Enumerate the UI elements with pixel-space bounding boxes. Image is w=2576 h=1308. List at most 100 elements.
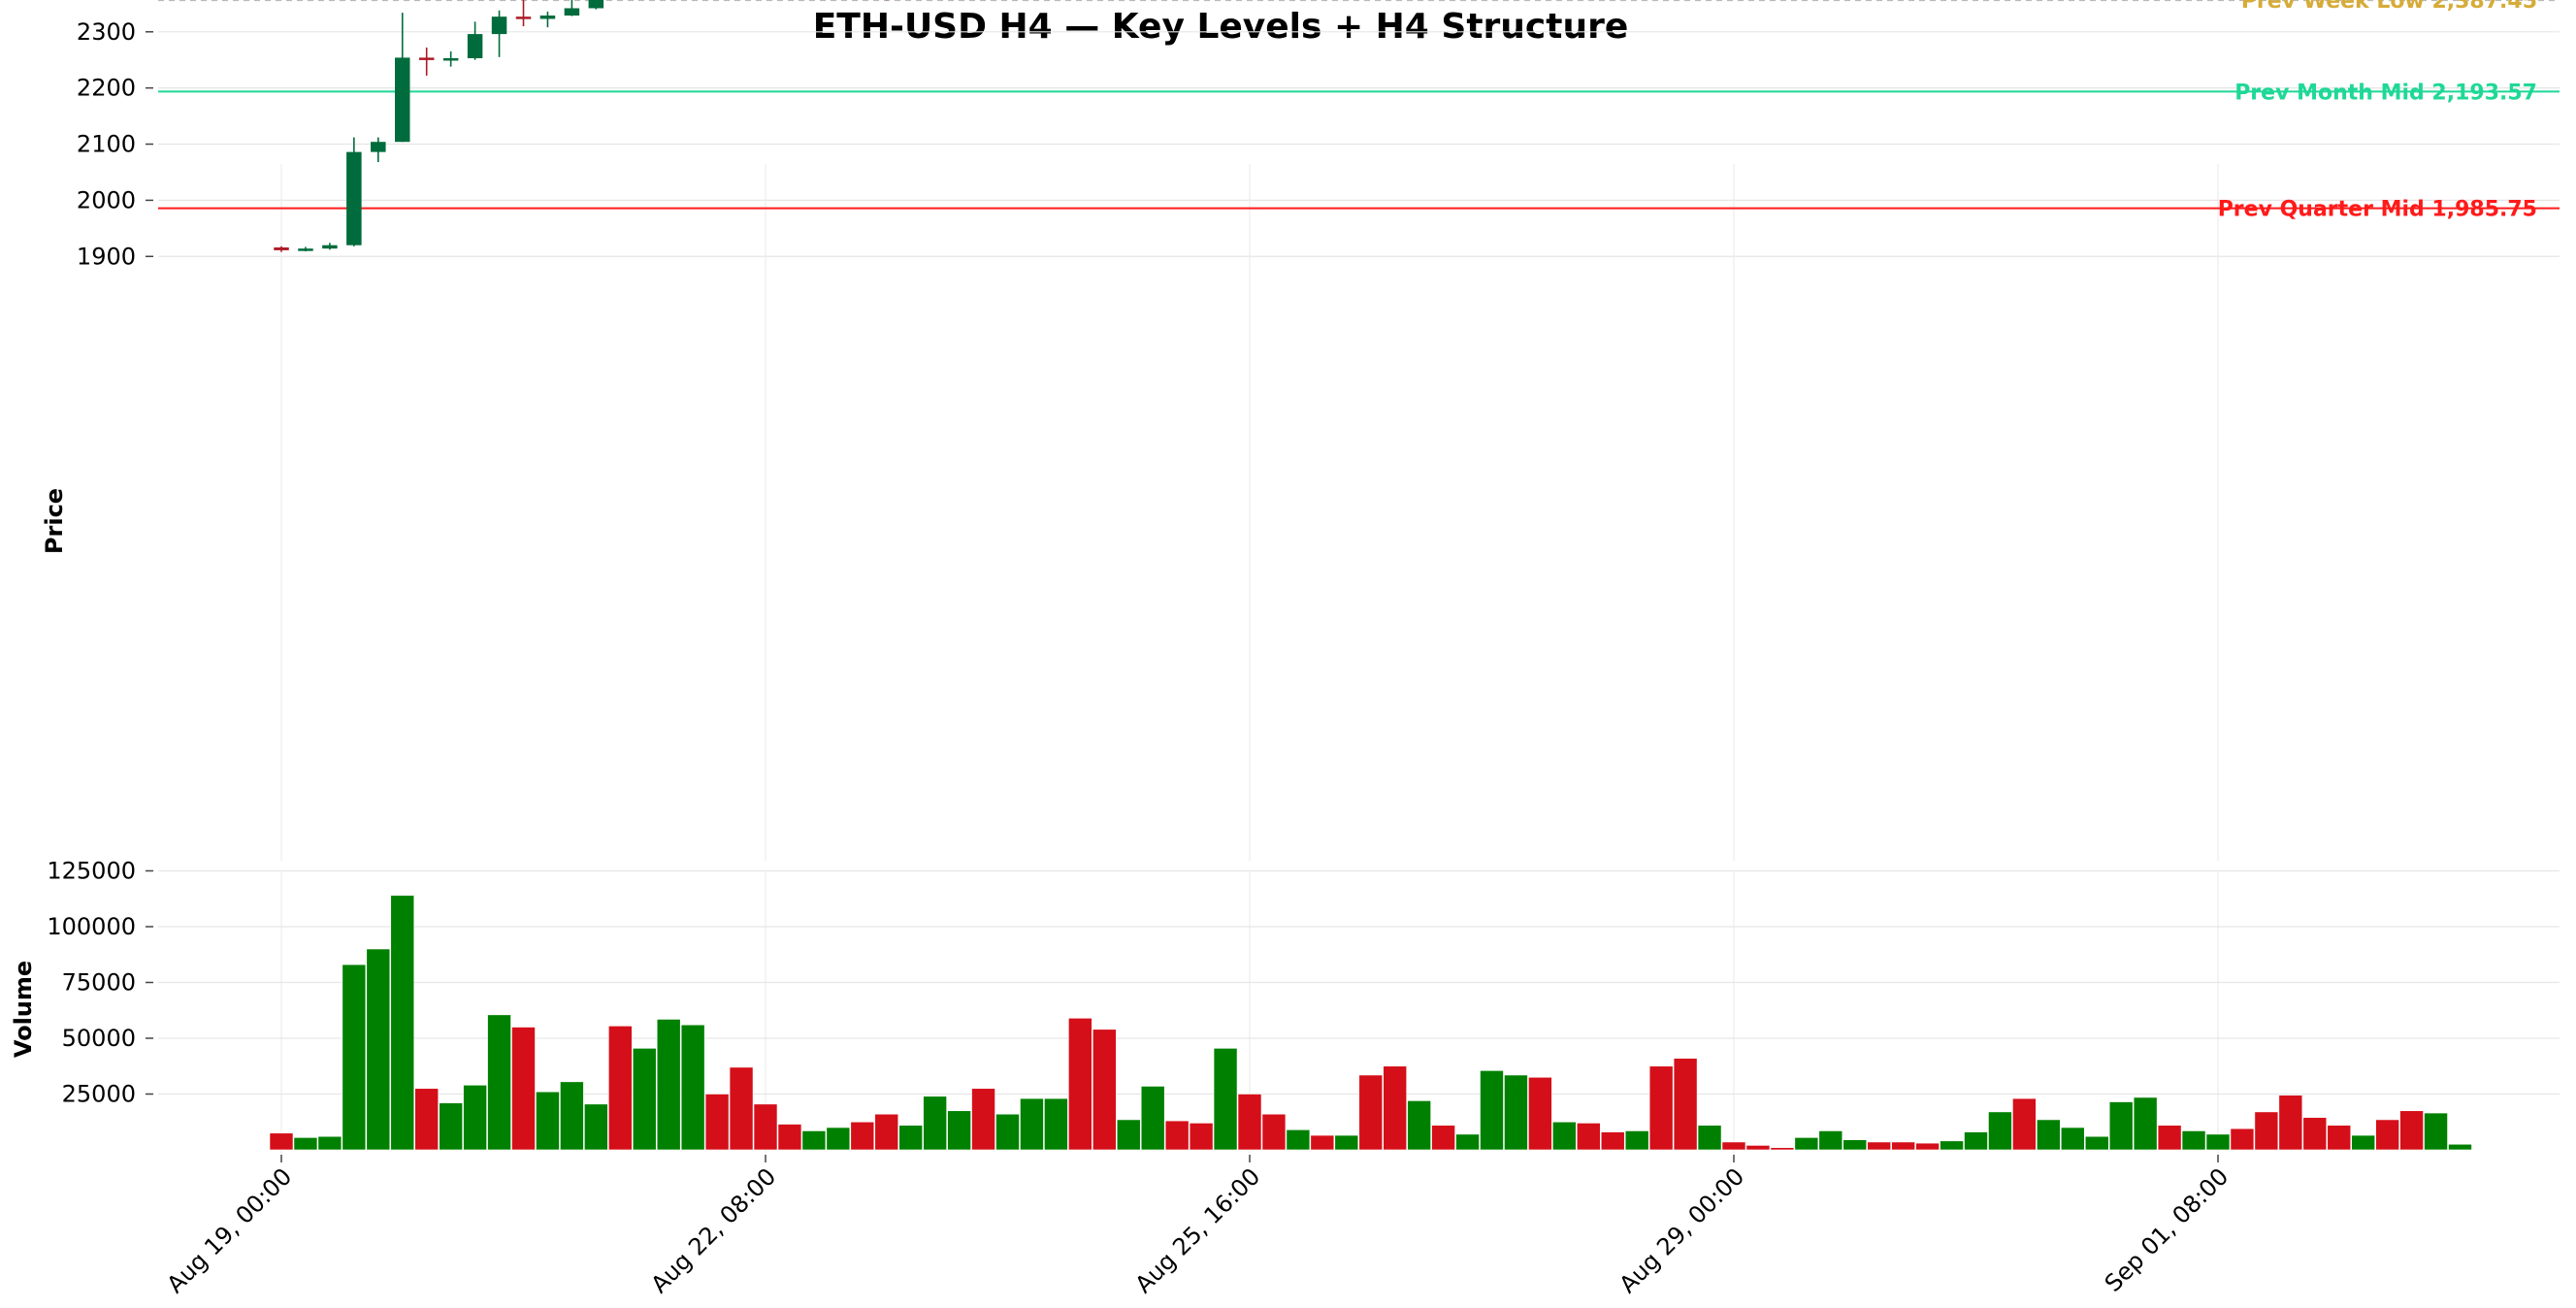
volume-bar [1770, 1147, 1795, 1151]
volume-bar [1673, 1058, 1698, 1151]
volume-y-axis: 25000 50000 75000 100000 125000 [47, 858, 153, 1108]
price-panel: 19002000210022002300240025002600 H4 BRKH… [41, 0, 2560, 861]
volume-bar [1189, 1123, 1214, 1151]
candles-layer [274, 0, 888, 252]
volume-bar [1480, 1070, 1504, 1151]
volume-bar [1358, 1074, 1384, 1151]
volume-bar [632, 1048, 657, 1151]
volume-bar [850, 1121, 875, 1151]
x-tick-label: Aug 29, 00:00 [1614, 1162, 1750, 1298]
volume-bar [1261, 1113, 1287, 1151]
volume-bar [2375, 1119, 2399, 1151]
volume-bar [390, 895, 415, 1151]
volume-bar [777, 1124, 802, 1151]
volume-bar [414, 1088, 440, 1151]
volume-bar [1528, 1076, 1552, 1151]
candle-body [395, 57, 410, 143]
volume-bar [2278, 1095, 2303, 1151]
volume-bar [2061, 1127, 2085, 1151]
price-tick-label: 2100 [77, 131, 136, 158]
volume-bar [366, 948, 391, 1151]
volume-bar [1310, 1134, 1335, 1151]
volume-bar [342, 964, 367, 1151]
volume-tick-label: 100000 [47, 913, 136, 940]
volume-bar [1383, 1065, 1407, 1151]
volume-bar [1020, 1097, 1044, 1151]
volume-panel: 25000 50000 75000 100000 125000 Volume [10, 858, 2560, 1154]
volume-bar [607, 1026, 633, 1151]
volume-bar [1552, 1121, 1577, 1151]
chart-title: ETH-USD H4 — Key Levels + H4 Structure [813, 7, 1629, 47]
volume-bar [2157, 1125, 2182, 1151]
price-tick-label: 2300 [77, 18, 136, 46]
volume-bar [1237, 1094, 1262, 1151]
volume-bar [439, 1102, 463, 1151]
volume-bar [1068, 1018, 1092, 1151]
volume-tick-label: 125000 [47, 858, 136, 885]
volume-bar [511, 1027, 536, 1151]
price-tick-label: 2000 [77, 186, 136, 213]
volume-bar [2327, 1125, 2352, 1151]
price-tick-label: 1900 [77, 243, 136, 270]
volume-tick-label: 25000 [62, 1081, 136, 1108]
volume-bar [947, 1110, 971, 1151]
volume-bar [1577, 1123, 1601, 1151]
candle-body [442, 57, 459, 61]
volume-bar [1891, 1141, 1915, 1151]
x-axis: Aug 19, 00:00 Aug 22, 08:00 Aug 25, 16:00 A… [162, 1155, 2234, 1298]
volume-bar [898, 1125, 924, 1151]
volume-bar [1988, 1111, 2012, 1151]
price-grid [158, 31, 2560, 861]
volume-bar [1842, 1139, 1868, 1151]
volume-bar [2399, 1110, 2424, 1151]
volume-bar [1140, 1086, 1165, 1151]
volume-bar [1794, 1137, 1819, 1151]
price-y-axis: 19002000210022002300240025002600 [77, 18, 153, 270]
volume-bar [995, 1113, 1020, 1151]
key-levels-layer [158, 0, 2560, 210]
volume-bar [826, 1127, 851, 1151]
x-tick-label: Aug 19, 00:00 [162, 1162, 298, 1298]
volume-bar [1116, 1119, 1141, 1151]
volume-bar [971, 1088, 995, 1151]
volume-bar [1818, 1130, 1843, 1151]
volume-bars-layer [269, 895, 2472, 1151]
volume-bar [1721, 1141, 1746, 1151]
volume-bar [2108, 1101, 2134, 1151]
volume-bar [2084, 1135, 2109, 1151]
candle-body [298, 248, 313, 251]
volume-bar [1600, 1131, 1625, 1151]
volume-bar [2181, 1130, 2206, 1151]
key-level-labels: H4 BRKH4 OBPrev Month High / Prev Week H… [2218, 0, 2537, 222]
candle-body [467, 34, 483, 58]
price-axis-label: Price [41, 488, 68, 554]
volume-bar [1697, 1125, 1722, 1151]
volume-bar [1745, 1145, 1771, 1151]
key-level-label: Prev Week Low 2,387.45 [2241, 0, 2537, 14]
volume-bar [753, 1103, 778, 1151]
volume-bar [2351, 1134, 2375, 1151]
volume-bar [801, 1130, 827, 1151]
volume-bar [1915, 1142, 1940, 1151]
price-tick-label: 2200 [77, 75, 136, 102]
volume-bar [1940, 1140, 1964, 1151]
volume-bar [2205, 1133, 2231, 1151]
volume-bar [269, 1132, 294, 1151]
volume-bar [704, 1094, 730, 1151]
volume-bar [1504, 1074, 1528, 1151]
volume-bar [2012, 1097, 2037, 1151]
volume-bar [560, 1081, 584, 1151]
volume-bar [1648, 1065, 1674, 1151]
volume-bar [1407, 1100, 1431, 1151]
volume-bar [656, 1019, 681, 1151]
volume-bar [2302, 1117, 2328, 1151]
volume-bar [2133, 1096, 2158, 1151]
candle-body [515, 16, 532, 19]
volume-bar [1867, 1141, 1891, 1151]
candle-body [588, 0, 604, 9]
key-level-label: Prev Quarter Mid 1,985.75 [2218, 198, 2537, 222]
volume-bar [2424, 1112, 2448, 1151]
x-tick-label: Aug 22, 08:00 [646, 1162, 782, 1298]
volume-bar [1044, 1097, 1068, 1151]
